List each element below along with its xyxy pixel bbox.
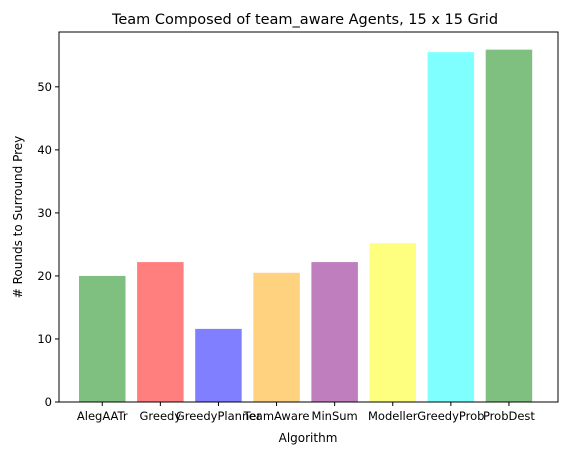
- x-tick-label: GreedyProb: [417, 409, 484, 423]
- y-tick-label: 10: [37, 332, 52, 346]
- x-axis-label: Algorithm: [279, 431, 338, 445]
- chart-title: Team Composed of team_aware Agents, 15 x…: [111, 12, 498, 28]
- y-axis-label: # Rounds to Surround Prey: [11, 136, 25, 299]
- bar-greedyprob: [427, 52, 475, 403]
- bar-teamaware: [253, 272, 300, 402]
- x-tick-label: ProbDest: [483, 409, 535, 423]
- y-tick-label: 30: [37, 206, 52, 220]
- bar-group: [79, 49, 533, 403]
- x-tick-label: Greedy: [140, 409, 182, 423]
- x-tick-label: MinSum: [312, 409, 358, 423]
- y-tick-label: 50: [37, 80, 52, 94]
- bar-minsum: [311, 262, 358, 402]
- y-tick-label: 20: [37, 269, 52, 283]
- x-tick-label: AlegAATr: [77, 409, 128, 423]
- y-tick-label: 40: [37, 143, 52, 157]
- bar-modeller: [369, 243, 416, 402]
- bar-probdest: [485, 49, 533, 403]
- x-tick-label: TeamAware: [243, 409, 310, 423]
- y-axis: 0 10 20 30 40 50: [37, 80, 59, 409]
- bar-greedyplanner: [195, 328, 242, 402]
- bar-greedy: [137, 262, 184, 402]
- plot-area-frame: [58, 31, 559, 403]
- x-tick-label: Modeller: [368, 409, 418, 423]
- y-tick-label: 0: [45, 395, 52, 409]
- bar-alegaatr: [79, 275, 126, 402]
- x-tick-label: GreedyPlanner: [176, 409, 261, 423]
